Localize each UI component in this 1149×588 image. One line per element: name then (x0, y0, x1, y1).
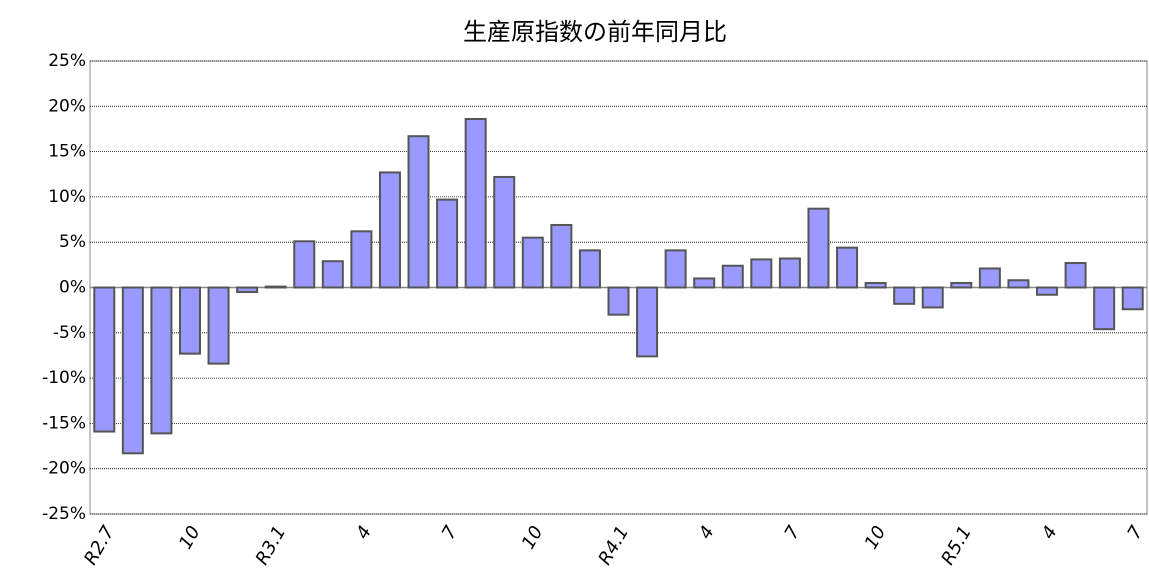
y-tick-label: -15% (42, 413, 86, 433)
x-tick-label: 10 (518, 523, 548, 553)
bar (721, 264, 744, 289)
bar (1064, 262, 1087, 289)
x-tick-label: 7 (781, 522, 805, 543)
bar (750, 258, 773, 289)
chart-title: 生産原指数の前年同月比 (463, 18, 727, 46)
bar (578, 249, 601, 289)
y-tick-label: -20% (42, 459, 86, 479)
x-tick-label: 7 (1123, 522, 1147, 543)
bar (350, 230, 373, 289)
x-tick-label: R5.1 (937, 523, 976, 569)
bar (178, 286, 201, 355)
bar (921, 286, 944, 309)
bar (150, 286, 173, 435)
bar (778, 257, 801, 289)
y-tick-label: 15% (48, 142, 86, 162)
y-tick-label: -25% (42, 504, 86, 524)
bar (1007, 279, 1030, 289)
bar (1036, 286, 1059, 296)
x-tick-label: R2.7 (80, 522, 119, 569)
x-tick-label: R4.1 (594, 523, 633, 569)
x-tick-label: R3.1 (252, 523, 291, 569)
bar (807, 207, 830, 289)
bar (607, 286, 630, 316)
bar (321, 260, 344, 289)
bar (550, 223, 573, 289)
bar (893, 286, 916, 305)
bar (864, 281, 887, 289)
bar (978, 267, 1001, 289)
bar (493, 175, 516, 289)
x-tick-label: 4 (352, 523, 376, 543)
y-tick-label: -5% (53, 323, 86, 343)
y-tick-label: 5% (59, 232, 86, 252)
bar (93, 286, 116, 433)
x-tick-label: 7 (438, 522, 462, 543)
x-tick-label: 4 (695, 523, 719, 543)
bar (464, 117, 487, 289)
bar (207, 286, 230, 365)
bar (407, 135, 430, 289)
bar (1121, 286, 1144, 311)
bar (378, 171, 401, 289)
bar (121, 286, 144, 455)
bar (264, 285, 287, 289)
y-tick-label: 20% (48, 96, 86, 116)
bar (836, 246, 859, 289)
x-tick-label: 4 (1038, 523, 1062, 543)
bar (293, 240, 316, 289)
y-tick-label: 0% (59, 278, 86, 298)
bar (436, 198, 459, 289)
bar (636, 286, 659, 358)
y-tick-label: 10% (48, 187, 86, 207)
bar (693, 277, 716, 289)
bar (236, 286, 259, 294)
y-tick-label: -10% (42, 368, 86, 388)
x-tick-label: 10 (175, 523, 205, 553)
x-tick-label: 10 (861, 523, 891, 553)
bar (1093, 286, 1116, 331)
bar (521, 236, 544, 289)
bar (664, 249, 687, 289)
y-tick-label: 25% (48, 51, 86, 71)
bar (950, 281, 973, 289)
